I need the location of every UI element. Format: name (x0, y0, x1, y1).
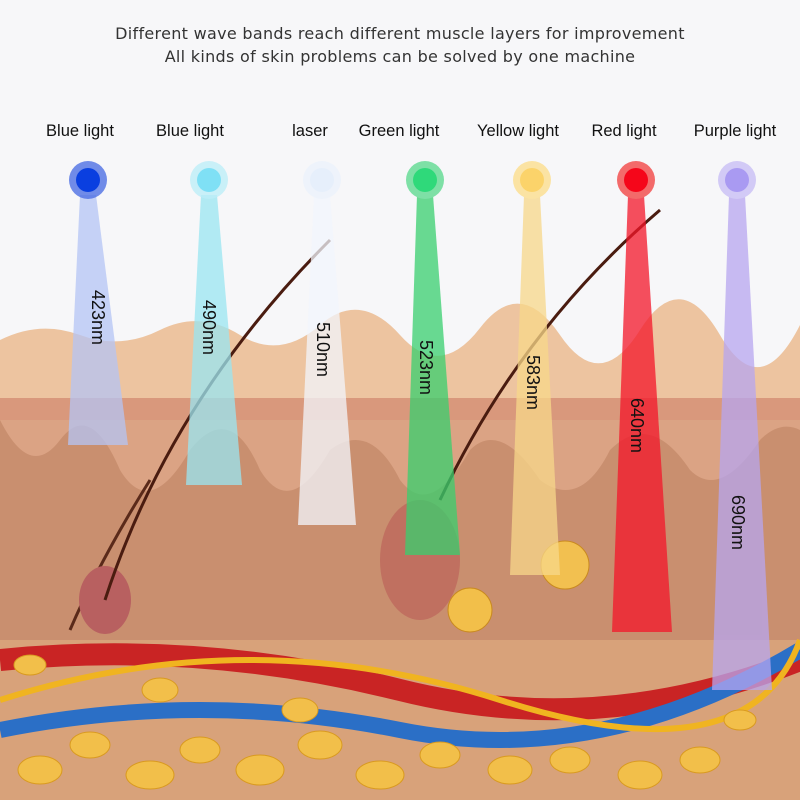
basal-cell-band (0, 398, 800, 422)
light-emitters (69, 161, 756, 199)
wavelength-510: 510nm (313, 322, 333, 377)
beam-yellow-583 (510, 195, 560, 575)
label-purple-light: Purple light (693, 122, 777, 140)
wavelength-490: 490nm (199, 300, 219, 355)
sebaceous-gland (447, 587, 493, 633)
wavelength-labels: 423nm 490nm 510nm 523nm 583nm 640nm 690n… (88, 290, 748, 550)
beam-blue-423 (68, 195, 128, 445)
light-beams (68, 195, 772, 690)
wavelength-583: 583nm (523, 355, 543, 410)
wavelength-523: 523nm (416, 340, 436, 395)
beam-green-523 (405, 195, 460, 555)
label-blue-light-2: Blue light (156, 122, 224, 140)
beam-laser-510 (298, 195, 356, 525)
label-green-light: Green light (358, 122, 440, 140)
label-blue-light-1: Blue light (46, 122, 114, 140)
beam-red-640 (612, 195, 672, 632)
label-yellow-light: Yellow light (477, 122, 559, 140)
headline-line-1: Different wave bands reach different mus… (115, 24, 685, 43)
beam-purple-690 (712, 195, 772, 690)
wavelength-640: 640nm (627, 398, 647, 453)
label-red-light: Red light (591, 122, 657, 140)
wavelength-423: 423nm (88, 290, 108, 345)
headline-line-2: All kinds of skin problems can be solved… (164, 47, 636, 66)
fat-cells (13, 654, 757, 790)
wavelength-690: 690nm (728, 495, 748, 550)
label-laser: laser (292, 122, 328, 140)
blue-vein (0, 643, 800, 748)
red-artery (0, 643, 800, 721)
beam-blue-490 (186, 195, 242, 485)
